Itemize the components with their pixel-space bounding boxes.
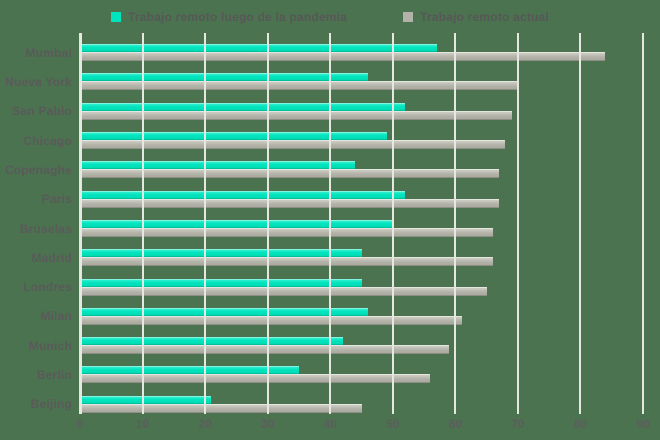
value-axis-tick-labels: 0 10 20 30 40 50 60 70 80 90: [76, 417, 650, 433]
chart-row-copenaghe: [80, 150, 643, 179]
chart-row-bruselas: [80, 209, 643, 238]
gridline-90: [642, 33, 644, 414]
bar-post-pandemic-beijing: [80, 395, 212, 404]
bar-pair: [80, 190, 643, 208]
chart-row-munich: [80, 326, 643, 355]
bar-rows: [80, 33, 643, 414]
bar-pair: [80, 366, 643, 384]
bar-pair: [80, 278, 643, 296]
plot-area: [79, 33, 644, 414]
bar-pair: [80, 249, 643, 267]
chart-legend: Trabajo remoto luego de la pandemia Traba…: [0, 7, 660, 27]
category-label-san-pablo: San Pablo: [12, 104, 72, 119]
xtick-label-90: 90: [636, 417, 650, 431]
bar-post-pandemic-berlin: [80, 366, 299, 375]
gridline-50: [391, 33, 394, 414]
chart-row-beijing: [80, 385, 643, 414]
category-label-bruselas: Bruselas: [19, 221, 72, 236]
gridline-20: [204, 33, 207, 414]
xtick-label-30: 30: [260, 417, 275, 431]
bar-post-pandemic-bruselas: [80, 219, 393, 228]
chart-row-londres: [80, 268, 643, 297]
bar-current-madrid: [80, 257, 493, 267]
xtick-label-10: 10: [135, 417, 150, 431]
bar-current-munich: [80, 345, 450, 355]
xtick-label-80: 80: [573, 417, 588, 431]
chart-row-paris: [80, 180, 643, 209]
category-label-madrid: Madrid: [31, 250, 72, 265]
bar-current-san-pablo: [80, 110, 512, 120]
legend-item-trabajo-remoto-luego-de-la-pandemia: Trabajo remoto luego de la pandemia: [111, 10, 347, 24]
bar-current-londres: [80, 286, 487, 296]
bar-pair: [80, 219, 643, 237]
bar-post-pandemic-madrid: [80, 249, 362, 258]
legend-swatch-icon: [403, 12, 414, 22]
category-label-beijing: Beijing: [30, 397, 72, 412]
legend-item-trabajo-remoto-actual: Trabajo remoto actual: [403, 10, 549, 24]
legend-swatch-icon: [111, 12, 122, 22]
bar-pair: [80, 395, 643, 413]
bar-current-chicago: [80, 139, 506, 149]
chart-row-chicago: [80, 121, 643, 150]
gridline-60: [454, 33, 457, 414]
category-label-copenaghe: Copenaghe: [4, 162, 72, 177]
bar-current-mumbai: [80, 52, 606, 61]
bar-post-pandemic-nueva-york: [80, 73, 368, 82]
gridline-30: [266, 33, 269, 414]
category-axis-labels: Mumbai Nueva York San Pablo Chicago Copenagh…: [0, 33, 72, 414]
bar-post-pandemic-londres: [80, 278, 362, 287]
chart-row-madrid: [80, 238, 643, 267]
bar-pair: [80, 131, 643, 149]
bar-pair: [80, 307, 643, 325]
category-label-mumbai: Mumbai: [25, 45, 72, 60]
category-label-chicago: Chicago: [23, 133, 72, 148]
category-label-munich: Munich: [28, 338, 72, 353]
bar-current-paris: [80, 198, 500, 208]
xtick-label-20: 20: [198, 417, 212, 431]
gridline-10: [141, 33, 144, 414]
bar-post-pandemic-milan: [80, 307, 368, 316]
category-label-berlin: Berlin: [36, 368, 72, 383]
gridline-0: [79, 33, 82, 414]
chart-row-san-pablo: [80, 92, 643, 121]
xtick-label-60: 60: [448, 417, 463, 431]
chart-row-nueva-york: [80, 62, 643, 91]
xtick-label-70: 70: [511, 417, 525, 431]
bar-current-milan: [80, 315, 462, 325]
bar-pair: [80, 161, 643, 179]
category-label-londres: Londres: [23, 280, 72, 295]
bar-post-pandemic-chicago: [80, 131, 387, 140]
bar-post-pandemic-copenaghe: [80, 161, 356, 170]
chart-row-mumbai: [80, 33, 643, 62]
gridline-70: [516, 33, 519, 414]
legend-label: Trabajo remoto actual: [420, 10, 549, 24]
bar-current-bruselas: [80, 227, 493, 237]
bar-current-nueva-york: [80, 81, 518, 91]
category-label-nueva-york: Nueva York: [5, 74, 72, 89]
bar-post-pandemic-mumbai: [80, 44, 437, 52]
bar-pair: [80, 73, 643, 91]
bar-current-copenaghe: [80, 169, 500, 179]
category-label-paris: Paris: [41, 192, 72, 207]
xtick-label-40: 40: [323, 417, 337, 431]
gridline-40: [329, 33, 332, 414]
legend-label: Trabajo remoto luego de la pandemia: [128, 10, 348, 24]
bar-post-pandemic-munich: [80, 337, 343, 346]
category-label-milan: Milan: [40, 309, 72, 324]
chart-row-berlin: [80, 355, 643, 384]
bar-post-pandemic-paris: [80, 190, 406, 199]
bar-pair: [80, 337, 643, 355]
bar-current-berlin: [80, 374, 431, 384]
bar-post-pandemic-san-pablo: [80, 102, 406, 111]
xtick-label-0: 0: [76, 417, 84, 431]
chart-row-milan: [80, 297, 643, 326]
bar-pair: [80, 102, 643, 120]
gridline-80: [579, 33, 582, 414]
xtick-label-50: 50: [386, 417, 400, 431]
bar-current-beijing: [80, 403, 362, 413]
bar-pair: [80, 44, 643, 61]
